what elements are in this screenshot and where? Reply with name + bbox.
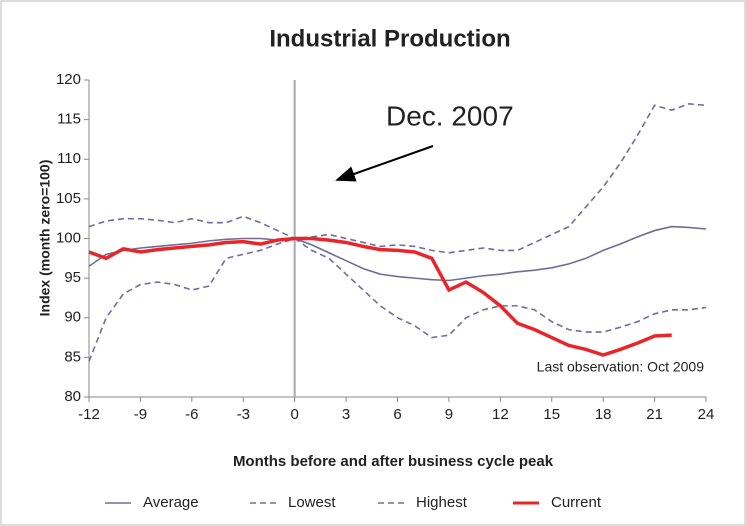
x-axis-label: Months before and after business cycle p…	[233, 453, 554, 470]
y-tick-label: 85	[64, 348, 81, 365]
y-tick-label: 95	[64, 269, 81, 286]
y-tick-label: 80	[64, 388, 81, 405]
series-line	[88, 237, 707, 362]
legend-label: Lowest	[288, 494, 336, 511]
annotation: Last observation: Oct 2009	[537, 359, 705, 375]
x-tick-label: 24	[698, 406, 715, 423]
series-line	[88, 102, 707, 254]
y-tick-label: 105	[56, 190, 81, 207]
x-tick-label: 0	[290, 406, 298, 423]
y-tick-label: 120	[56, 71, 81, 88]
x-tick-label: -12	[78, 406, 100, 423]
x-tick-label: -9	[134, 406, 147, 423]
y-tick-label: 110	[57, 150, 81, 167]
annotation: Dec. 2007	[386, 100, 514, 131]
series-line	[88, 225, 707, 282]
y-tick-label: 100	[56, 229, 81, 246]
legend-label: Current	[551, 494, 602, 511]
legend-label: Average	[143, 494, 199, 511]
x-tick-label: -6	[185, 406, 198, 423]
x-tick-label: 18	[595, 406, 612, 423]
annotation-arrow	[335, 145, 434, 182]
series-line	[88, 236, 672, 357]
x-tick-label: 3	[342, 406, 350, 423]
legend-label: Highest	[416, 494, 468, 511]
chart-title: Industrial Production	[269, 25, 510, 52]
x-tick-label: -3	[237, 406, 250, 423]
x-tick-label: 9	[445, 406, 453, 423]
y-tick-label: 115	[57, 111, 81, 128]
x-tick-label: 12	[492, 406, 509, 423]
y-axis-label: Index (month zero=100)	[37, 160, 53, 317]
x-tick-label: 21	[646, 406, 663, 423]
y-tick-label: 90	[64, 309, 81, 326]
x-tick-label: 15	[543, 406, 560, 423]
x-tick-label: 6	[393, 406, 401, 423]
